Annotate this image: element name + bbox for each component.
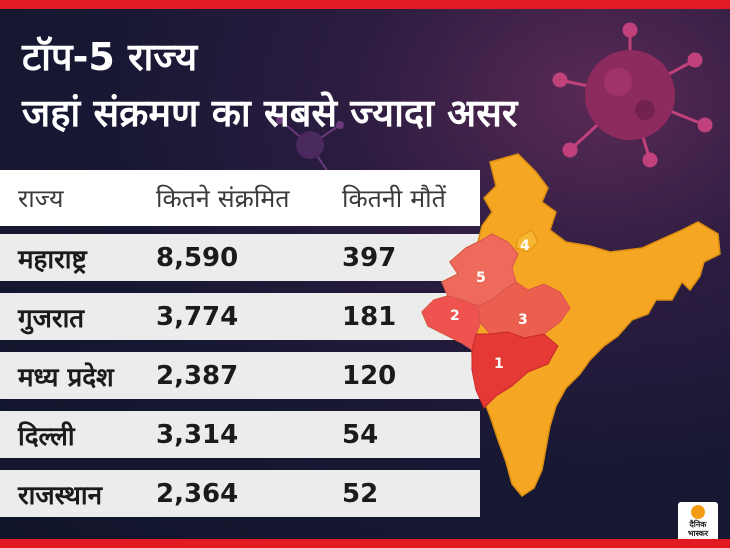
logo-line-2: भास्कर: [687, 529, 709, 538]
infected-count: 2,364: [156, 478, 239, 509]
death-count: 120: [342, 360, 397, 391]
state-name: महाराष्ट्र: [18, 244, 87, 275]
state-name: राजस्थान: [18, 480, 103, 511]
infected-count: 8,590: [156, 242, 239, 273]
state-name: गुजरात: [18, 303, 85, 334]
state-name: मध्य प्रदेश: [18, 362, 114, 393]
region-1: [471, 331, 559, 409]
infected-count: 3,774: [156, 301, 239, 332]
map-label-2: 2: [450, 308, 460, 324]
virus-icon: [552, 22, 713, 168]
map-label-4: 4: [520, 238, 530, 254]
state-name: दिल्ली: [18, 421, 75, 452]
death-count: 397: [342, 242, 397, 273]
bottom-accent-bar: [0, 539, 730, 548]
header-state: राज्य: [18, 184, 64, 213]
table-row: गुजरात 3,774 181: [0, 293, 480, 340]
map-label-5: 5: [476, 270, 486, 286]
death-count: 52: [342, 478, 379, 509]
infected-count: 2,387: [156, 360, 239, 391]
india-map: 1 2 3 4 5: [421, 153, 721, 497]
header-infected: कितने संक्रमित: [156, 184, 290, 213]
title-line-1: टॉप-5 राज्य: [22, 35, 198, 79]
table-row: महाराष्ट्र 8,590 397: [0, 234, 480, 281]
publisher-logo: दैनिक भास्कर: [678, 502, 718, 542]
table-row: दिल्ली 3,314 54: [0, 411, 480, 458]
table-row: राजस्थान 2,364 52: [0, 470, 480, 517]
map-label-1: 1: [494, 356, 504, 372]
region-2: [421, 295, 483, 351]
map-label-3: 3: [518, 312, 528, 328]
logo-line-1: दैनिक: [689, 520, 707, 529]
death-count: 54: [342, 419, 379, 450]
table-header-row: राज्य कितने संक्रमित कितनी मौतें: [0, 170, 480, 226]
infected-count: 3,314: [156, 419, 239, 450]
header-deaths: कितनी मौतें: [342, 184, 446, 213]
title-line-2: जहां संक्रमण का सबसे ज्यादा असर: [22, 91, 518, 135]
region-4: [515, 229, 539, 253]
death-count: 181: [342, 301, 397, 332]
top-accent-bar: [0, 0, 730, 9]
sun-icon: [691, 505, 705, 519]
stats-table: राज्य कितने संक्रमित कितनी मौतें महाराष्…: [0, 170, 480, 529]
table-row: मध्य प्रदेश 2,387 120: [0, 352, 480, 399]
